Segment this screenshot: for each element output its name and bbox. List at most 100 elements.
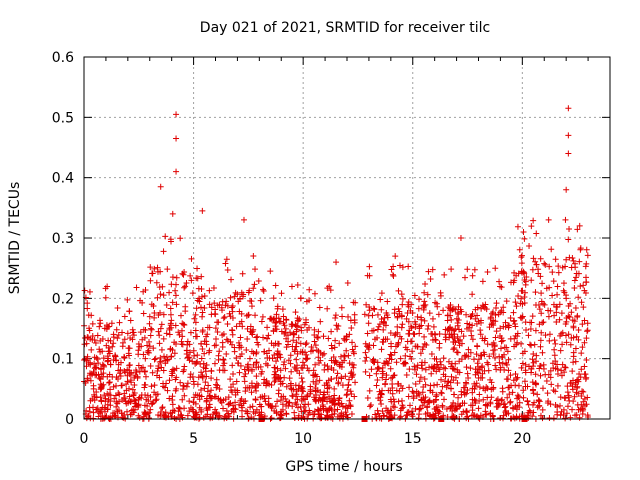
data-point <box>453 349 460 356</box>
data-point <box>500 323 507 330</box>
data-point <box>376 388 383 395</box>
data-point <box>229 341 236 348</box>
data-point <box>348 369 355 376</box>
data-point <box>564 403 571 410</box>
data-point <box>534 404 541 411</box>
data-point <box>365 346 372 353</box>
data-point <box>374 377 381 384</box>
data-point <box>479 370 486 377</box>
data-point <box>566 254 573 261</box>
data-point <box>530 255 537 262</box>
data-point <box>167 236 174 243</box>
x-axis-label: GPS time / hours <box>285 459 402 475</box>
data-point <box>556 316 563 323</box>
data-point <box>416 325 423 332</box>
data-point <box>559 329 566 336</box>
data-point <box>116 370 123 377</box>
data-point <box>371 306 378 313</box>
data-point <box>208 367 215 374</box>
data-point <box>456 358 463 365</box>
data-point <box>246 287 253 294</box>
data-point <box>240 398 247 405</box>
data-point <box>429 315 436 322</box>
data-point <box>327 287 334 294</box>
data-point <box>293 401 300 408</box>
data-point <box>555 269 562 276</box>
data-point <box>211 409 218 416</box>
data-point <box>524 397 531 404</box>
data-point <box>576 414 583 421</box>
data-point <box>362 368 369 375</box>
data-point <box>172 292 179 299</box>
data-point <box>253 334 260 341</box>
data-point <box>127 317 134 324</box>
data-point <box>576 222 583 229</box>
data-point <box>329 411 336 418</box>
data-point <box>87 377 94 384</box>
data-point <box>547 374 554 381</box>
data-point <box>450 365 457 372</box>
data-point <box>469 336 476 343</box>
data-point <box>578 299 585 306</box>
data-point <box>86 370 93 377</box>
data-point <box>578 350 585 357</box>
data-point <box>96 323 103 330</box>
data-point <box>260 288 267 295</box>
data-point <box>86 327 93 334</box>
data-point <box>518 260 525 267</box>
data-point <box>310 415 317 422</box>
data-point <box>562 364 569 371</box>
data-point <box>232 399 239 406</box>
data-point <box>331 401 338 408</box>
data-point <box>214 382 221 389</box>
data-point <box>97 408 104 415</box>
data-point <box>97 348 104 355</box>
data-point <box>562 216 569 223</box>
data-point <box>321 350 328 357</box>
data-point <box>117 373 124 380</box>
y-tick-label: 0.5 <box>52 110 74 126</box>
data-point <box>224 337 231 344</box>
data-point <box>233 323 240 330</box>
data-point <box>570 398 577 405</box>
data-point <box>282 395 289 402</box>
data-point <box>251 281 258 288</box>
data-point <box>199 313 206 320</box>
data-point <box>114 335 121 342</box>
data-point <box>539 385 546 392</box>
data-point <box>572 345 579 352</box>
data-point <box>213 376 220 383</box>
data-point <box>297 295 304 302</box>
data-point <box>362 358 369 365</box>
data-point <box>533 381 540 388</box>
data-point <box>198 408 205 415</box>
data-point <box>351 350 358 357</box>
data-point <box>106 323 113 330</box>
data-point <box>580 282 587 289</box>
data-point <box>155 362 162 369</box>
data-point <box>183 383 190 390</box>
data-point <box>398 291 405 298</box>
data-point <box>287 329 294 336</box>
data-point <box>97 365 104 372</box>
data-point <box>518 287 525 294</box>
data-point <box>224 267 231 274</box>
data-point <box>261 348 268 355</box>
data-point <box>105 355 112 362</box>
data-point <box>429 389 436 396</box>
data-point <box>572 304 579 311</box>
data-point <box>184 338 191 345</box>
data-point <box>236 308 243 315</box>
data-point <box>450 413 457 420</box>
data-point <box>199 207 206 214</box>
data-point <box>575 376 582 383</box>
data-point <box>127 335 134 342</box>
data-point <box>492 305 499 312</box>
data-point <box>278 412 285 419</box>
data-point <box>138 395 145 402</box>
data-point <box>389 381 396 388</box>
data-point <box>537 343 544 350</box>
data-point <box>440 364 447 371</box>
data-point <box>465 346 472 353</box>
